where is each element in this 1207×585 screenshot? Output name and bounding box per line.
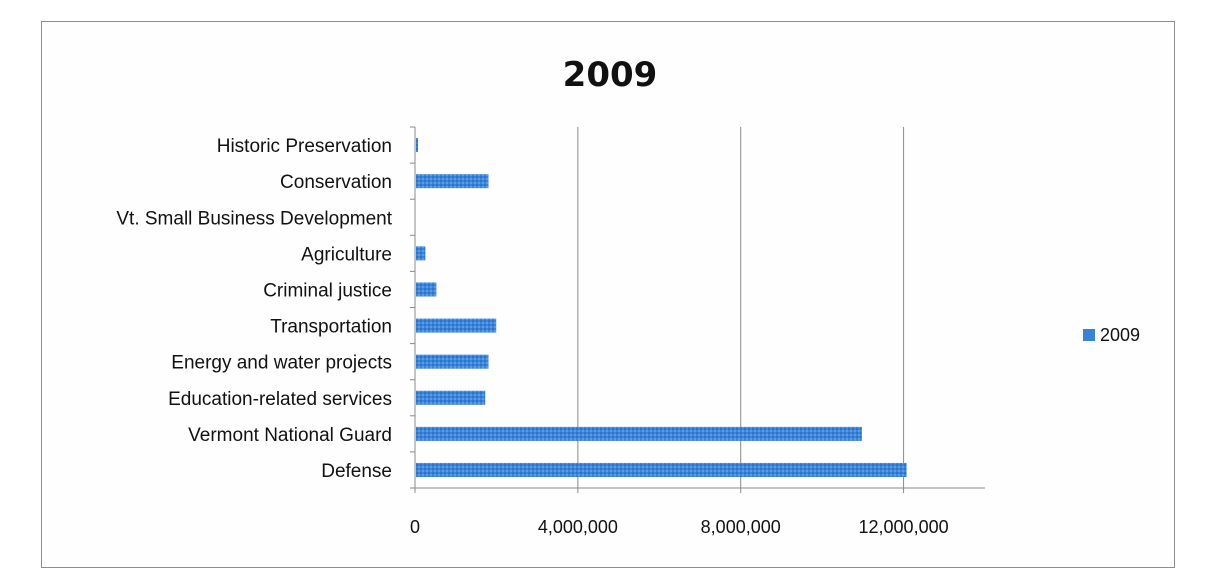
bars xyxy=(416,138,907,477)
legend-label: 2009 xyxy=(1100,325,1140,345)
chart-title: 2009 xyxy=(563,55,658,95)
category-label: Education-related services xyxy=(168,389,392,410)
x-tick-label: 0 xyxy=(410,517,420,537)
category-label: Vt. Small Business Development xyxy=(116,208,392,229)
bar-education-related-services xyxy=(416,390,486,405)
bar-agriculture xyxy=(416,246,426,261)
x-tick-label: 12,000,000 xyxy=(859,517,949,537)
bar-energy-and-water-projects xyxy=(416,354,489,369)
x-tick-label: 4,000,000 xyxy=(538,517,618,537)
category-label: Conservation xyxy=(280,172,392,193)
category-label: Criminal justice xyxy=(263,280,392,301)
bar-criminal-justice xyxy=(416,282,437,297)
bar-defense xyxy=(416,462,907,477)
x-tick-label: 8,000,000 xyxy=(701,517,781,537)
category-label: Historic Preservation xyxy=(217,136,392,157)
category-label: Transportation xyxy=(270,317,392,338)
bar-transportation xyxy=(416,318,497,333)
category-label: Agriculture xyxy=(301,244,392,265)
x-tick-labels: 0 4,000,000 8,000,000 12,000,000 xyxy=(410,517,949,537)
bar-vermont-national-guard xyxy=(416,426,862,441)
category-label: Defense xyxy=(321,461,392,482)
category-labels: Defense Vermont National Guard Education-r… xyxy=(116,136,392,482)
legend: 2009 xyxy=(1083,325,1140,345)
axes xyxy=(410,126,985,493)
bar-conservation xyxy=(416,174,489,189)
category-label: Vermont National Guard xyxy=(188,425,392,446)
bar-historic-preservation xyxy=(416,138,419,153)
category-label: Energy and water projects xyxy=(171,353,392,374)
legend-swatch xyxy=(1083,329,1095,341)
